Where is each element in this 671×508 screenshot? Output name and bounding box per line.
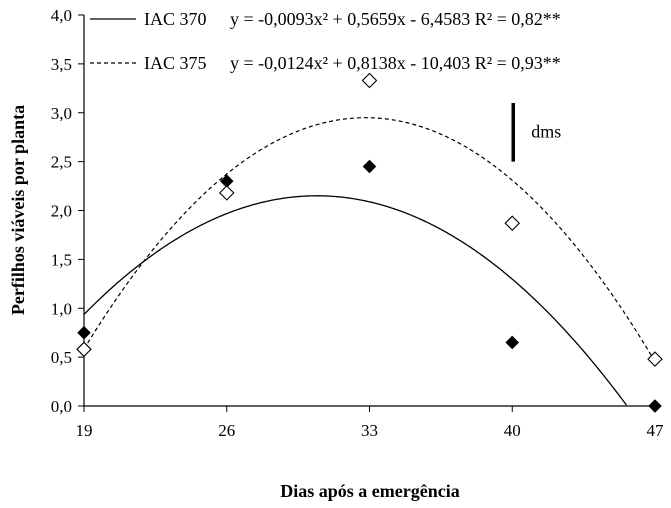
x-tick-label: 26 — [218, 421, 235, 440]
y-tick-label: 3,0 — [51, 104, 72, 123]
legend-entry-iac370: IAC 370 y = -0,0093x² + 0,5659x - 6,4583… — [90, 9, 561, 29]
data-point-open-diamond — [76, 341, 92, 358]
data-point-open-diamond — [647, 351, 663, 367]
data-points — [76, 72, 663, 413]
plot-area: 0,0 0,5 1,0 1,5 2,0 2,5 3,0 3,5 4,0 19 26 33 40 47 d… — [51, 6, 664, 440]
y-tick-label: 0,0 — [51, 397, 72, 416]
trend-curves — [83, 117, 656, 406]
x-tick-label: 19 — [76, 421, 93, 440]
legend: IAC 370 y = -0,0093x² + 0,5659x - 6,4583… — [90, 9, 561, 73]
x-axis-title: Dias após a emergência — [280, 481, 459, 501]
trend-curve-dashed — [83, 117, 656, 362]
dms-annotation: dms — [511, 102, 561, 162]
x-tick-label: 40 — [504, 421, 521, 440]
data-point-filled-diamond — [362, 159, 377, 174]
legend-equation: y = -0,0124x² + 0,8138x - 10,403 R² = 0,… — [230, 53, 561, 73]
data-point-filled-diamond — [505, 335, 520, 350]
data-point-open-diamond — [361, 72, 378, 89]
y-axis-title: Perfilhos viáveis por planta — [8, 105, 28, 315]
data-point-filled-diamond — [648, 399, 662, 413]
legend-equation: y = -0,0093x² + 0,5659x - 6,4583 R² = 0,… — [230, 9, 561, 29]
legend-series-name: IAC 370 — [144, 9, 207, 29]
dms-label: dms — [531, 121, 561, 141]
y-tick-label: 1,5 — [51, 250, 72, 269]
y-ticks: 0,0 0,5 1,0 1,5 2,0 2,5 3,0 3,5 4,0 — [51, 6, 84, 416]
trend-curve-solid — [83, 195, 627, 406]
y-tick-label: 0,5 — [51, 348, 72, 367]
x-tick-label: 47 — [647, 421, 665, 440]
data-point-open-diamond — [218, 185, 235, 201]
data-point-open-diamond — [504, 215, 521, 231]
y-tick-label: 1,0 — [51, 299, 72, 318]
legend-entry-iac375: IAC 375 y = -0,0124x² + 0,8138x - 10,403… — [90, 53, 561, 73]
x-tick-label: 33 — [361, 421, 378, 440]
legend-series-name: IAC 375 — [144, 53, 207, 73]
data-point-filled-diamond — [77, 325, 91, 340]
y-tick-label: 3,5 — [51, 55, 72, 74]
x-ticks: 19 26 33 40 47 — [76, 406, 665, 440]
y-tick-label: 2,0 — [51, 202, 72, 221]
y-tick-label: 4,0 — [51, 6, 72, 25]
y-tick-label: 2,5 — [51, 153, 72, 172]
